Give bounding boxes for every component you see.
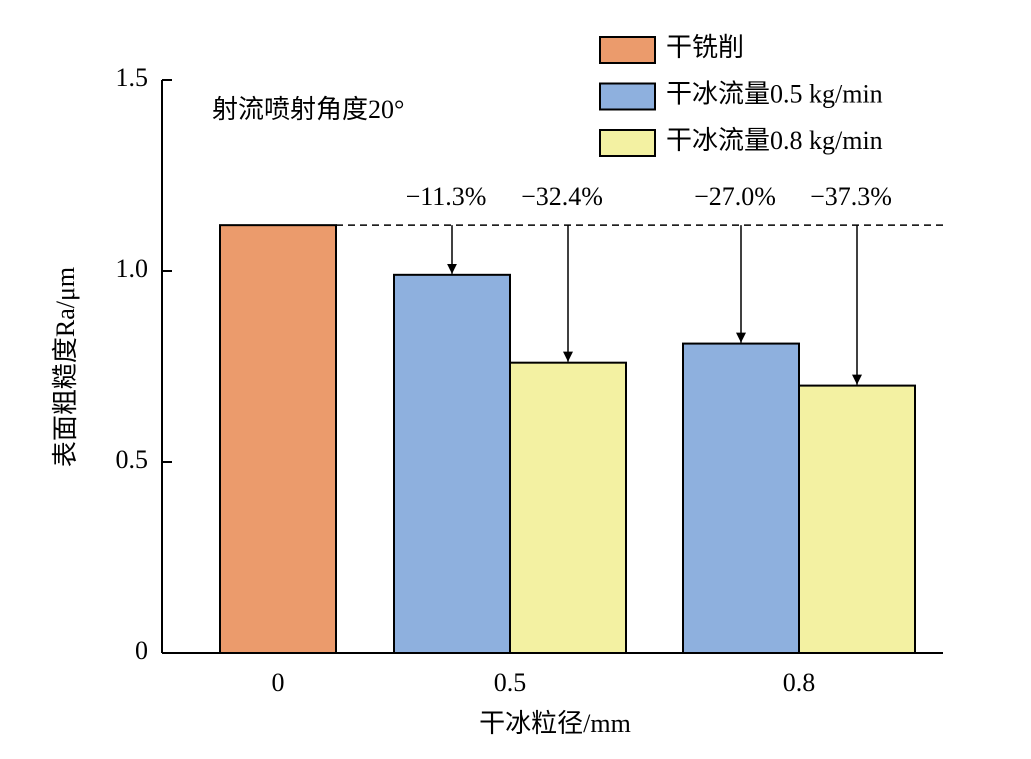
annotation: −11.3% bbox=[406, 182, 487, 211]
legend-swatch bbox=[599, 82, 656, 111]
legend-label: 干冰流量0.8 kg/min bbox=[666, 126, 883, 155]
bar bbox=[682, 342, 800, 654]
x-tick-label: 0.8 bbox=[783, 668, 816, 697]
y-axis-label: 表面粗糙度Ra/μm bbox=[51, 267, 80, 467]
legend-label: 干铣削 bbox=[666, 33, 744, 62]
y-tick-label: 0 bbox=[135, 636, 148, 665]
y-tick-label: 0.5 bbox=[116, 445, 149, 474]
legend-label: 干冰流量0.5 kg/min bbox=[666, 79, 883, 108]
x-tick-label: 0.5 bbox=[494, 668, 527, 697]
annotation: −32.4% bbox=[521, 182, 603, 211]
bar bbox=[219, 224, 337, 654]
bar bbox=[509, 361, 627, 654]
legend-swatch bbox=[599, 129, 656, 157]
y-tick-label: 1.5 bbox=[116, 63, 149, 92]
y-tick-label: 1.0 bbox=[116, 254, 149, 283]
x-tick-label: 0 bbox=[272, 668, 285, 697]
bar bbox=[393, 273, 511, 654]
legend-swatch bbox=[599, 36, 656, 64]
bar bbox=[798, 384, 916, 654]
subtitle: 射流喷射角度20° bbox=[212, 95, 404, 124]
annotation: −37.3% bbox=[810, 182, 892, 211]
x-axis-label: 干冰粒径/mm bbox=[479, 709, 631, 738]
annotation: −27.0% bbox=[694, 182, 776, 211]
